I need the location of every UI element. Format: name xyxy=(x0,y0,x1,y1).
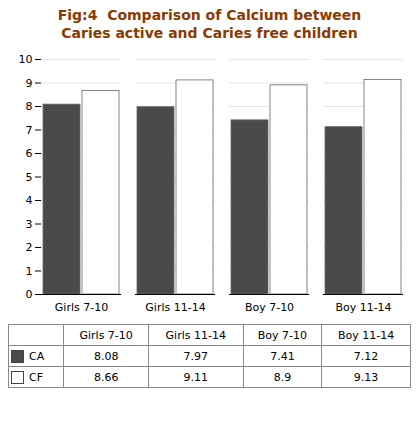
html-text:7.97: 7.97 xyxy=(183,349,208,363)
html-text:Boy 11-14: Boy 11-14 xyxy=(338,328,395,342)
html-text:7.41: 7.41 xyxy=(270,349,295,363)
svg-text:4: 4 xyxy=(26,194,33,207)
svg-text:Boy 7-10: Boy 7-10 xyxy=(245,302,294,315)
svg-text:7: 7 xyxy=(26,124,33,137)
html-text:9.11: 9.11 xyxy=(183,370,208,384)
svg-text:0: 0 xyxy=(26,288,33,301)
svg-text:1: 1 xyxy=(26,265,33,278)
svg-text:5: 5 xyxy=(26,171,33,184)
svg-text:6: 6 xyxy=(26,147,33,160)
svg-text:2: 2 xyxy=(26,241,33,254)
html-text:8.9: 8.9 xyxy=(273,370,292,384)
svg-text:Girls 11-14: Girls 11-14 xyxy=(145,302,205,315)
html-text:8.08: 8.08 xyxy=(93,349,119,363)
svg-text:Girls 7-10: Girls 7-10 xyxy=(55,302,108,315)
svg-text:8: 8 xyxy=(26,100,33,113)
svg-text:Boy 11-14: Boy 11-14 xyxy=(335,302,391,315)
html-text:Girls 7-10: Girls 7-10 xyxy=(79,328,133,342)
svg-text:9: 9 xyxy=(26,77,33,90)
html-text:CF: CF xyxy=(29,370,43,384)
html-text:Fig:4 Comparison of Calcium be: Fig:4 Comparison of Calcium between Cari… xyxy=(57,7,362,42)
html-text:CA: CA xyxy=(29,349,45,363)
html-text:7.12: 7.12 xyxy=(353,349,379,363)
html-text:Boy 7-10: Boy 7-10 xyxy=(257,328,307,342)
svg-text:10: 10 xyxy=(19,53,33,66)
html-text:9.13: 9.13 xyxy=(353,370,379,384)
svg-text:3: 3 xyxy=(26,218,33,231)
html-text:Girls 11-14: Girls 11-14 xyxy=(165,328,226,342)
html-text:8.66: 8.66 xyxy=(93,370,119,384)
